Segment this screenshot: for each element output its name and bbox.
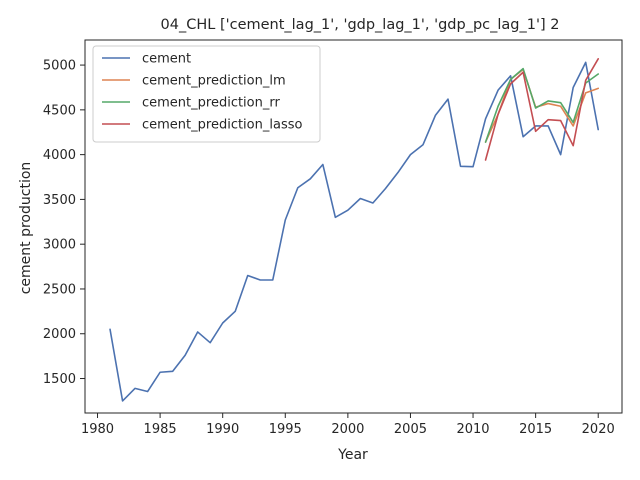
y-tick-label: 5000 bbox=[43, 59, 76, 74]
x-tick-label: 2020 bbox=[582, 422, 615, 437]
series-line-cement_prediction_rr bbox=[484, 67, 600, 143]
legend-entry: cement_prediction_lasso bbox=[142, 118, 302, 133]
x-axis-label: Year bbox=[337, 447, 368, 463]
legend-entry: cement_prediction_lm bbox=[142, 74, 286, 89]
x-tick-label: 1980 bbox=[81, 422, 114, 437]
series-line-cement bbox=[109, 61, 600, 402]
x-tick-label: 1995 bbox=[269, 422, 302, 437]
y-axis: 1500 2000 2500 3000 3500 4000 4500 5000 bbox=[43, 59, 85, 387]
plot-lines bbox=[109, 58, 600, 402]
x-tick-label: 2005 bbox=[394, 422, 427, 437]
y-axis-label: cement production bbox=[18, 162, 34, 295]
x-tick-label: 2010 bbox=[456, 422, 489, 437]
y-tick-label: 3000 bbox=[43, 238, 76, 253]
x-tick-label: 1985 bbox=[144, 422, 177, 437]
legend-box bbox=[92, 45, 321, 143]
x-axis: 1980 1985 1990 1995 2000 2005 2010 2015 2020 bbox=[81, 413, 615, 437]
x-tick-label: 2000 bbox=[331, 422, 364, 437]
y-tick-label: 2500 bbox=[43, 282, 76, 297]
y-tick-label: 4500 bbox=[43, 103, 76, 118]
x-tick-label: 2015 bbox=[519, 422, 552, 437]
legend-entry: cement_prediction_rr bbox=[142, 96, 280, 111]
plot-frame bbox=[84, 39, 623, 414]
series-line-cement_prediction_lasso bbox=[484, 58, 600, 161]
y-tick-label: 3500 bbox=[43, 193, 76, 208]
y-tick-label: 1500 bbox=[43, 372, 76, 387]
y-tick-label: 2000 bbox=[43, 327, 76, 342]
legend-entry: cement bbox=[142, 52, 191, 67]
chart-title: 04_CHL ['cement_lag_1', 'gdp_lag_1', 'gd… bbox=[161, 17, 560, 33]
x-tick-label: 1990 bbox=[206, 422, 239, 437]
y-tick-label: 4000 bbox=[43, 148, 76, 163]
legend: cement cement_prediction_lm cement_predict… bbox=[92, 45, 321, 143]
